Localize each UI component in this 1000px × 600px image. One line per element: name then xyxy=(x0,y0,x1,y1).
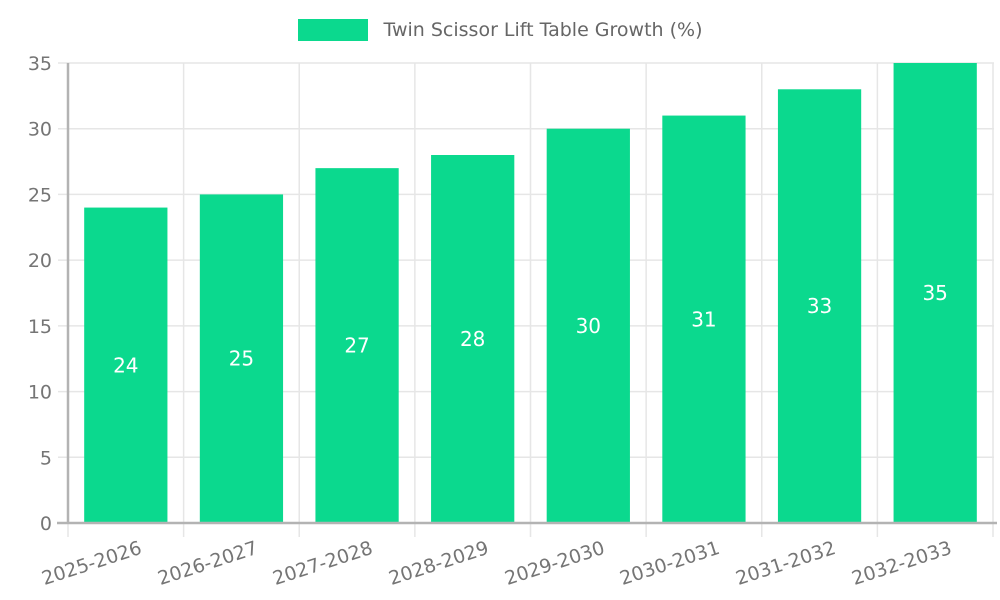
bar[interactable] xyxy=(662,115,746,524)
bar-value-label: 35 xyxy=(922,281,947,305)
y-tick-label: 10 xyxy=(28,382,52,404)
bar-value-label: 28 xyxy=(460,327,485,351)
bar[interactable] xyxy=(546,128,630,523)
bar-value-label: 24 xyxy=(113,353,138,377)
bar[interactable] xyxy=(199,194,284,523)
bar-value-label: 27 xyxy=(344,334,369,358)
bar[interactable] xyxy=(893,63,977,523)
y-tick-label: 30 xyxy=(28,119,52,141)
bar-value-label: 25 xyxy=(229,347,254,371)
bar-value-label: 33 xyxy=(807,294,832,318)
y-tick-label: 25 xyxy=(28,184,52,206)
legend-swatch xyxy=(297,19,368,41)
bar[interactable] xyxy=(315,168,399,523)
y-tick-label: 20 xyxy=(28,250,52,272)
bar-value-label: 31 xyxy=(691,307,716,331)
bar[interactable] xyxy=(84,207,168,524)
y-tick-label: 15 xyxy=(28,316,52,338)
y-tick-label: 0 xyxy=(40,513,52,535)
bar-value-label: 30 xyxy=(576,314,601,338)
bar[interactable] xyxy=(431,155,515,523)
legend[interactable]: Twin Scissor Lift Table Growth (%) xyxy=(0,19,1000,41)
y-tick-label: 35 xyxy=(28,53,52,75)
legend-label: Twin Scissor Lift Table Growth (%) xyxy=(383,19,703,41)
y-tick-label: 5 xyxy=(40,447,52,469)
bar[interactable] xyxy=(777,89,862,524)
